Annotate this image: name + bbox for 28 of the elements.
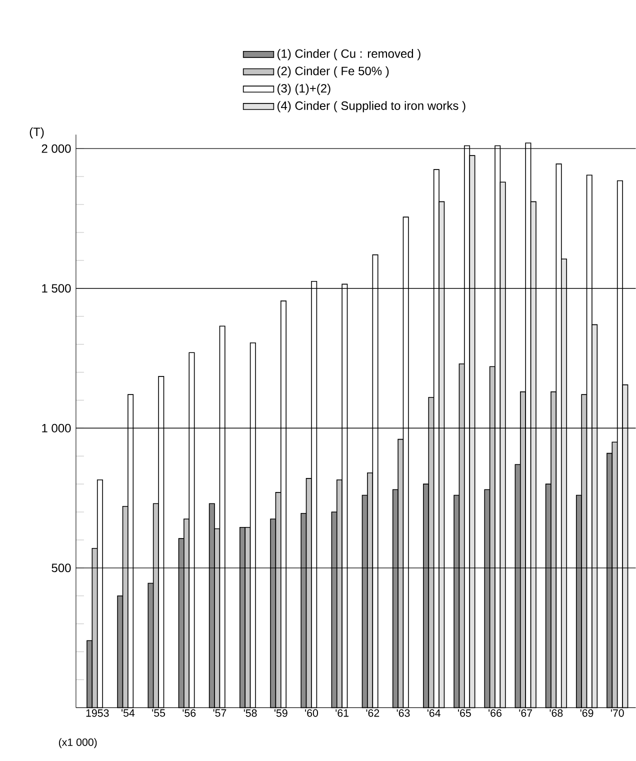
y-tick-label: 1 500 — [42, 284, 71, 293]
y-tick-label: 500 — [52, 564, 71, 572]
y-tick-label: 1 000 — [42, 424, 71, 432]
x-tick-label: '55 — [152, 709, 166, 717]
x-tick-label: 1953 — [86, 709, 109, 717]
x-tick-label: '68 — [550, 709, 563, 717]
x-tick-label: '63 — [396, 709, 410, 717]
x-tick-label: '56 — [182, 709, 196, 717]
x-tick-label: '65 — [458, 709, 471, 717]
y-tick-label: 2 000 — [42, 144, 71, 153]
legend-label: (4) Cinder ( Supplied to iron works ) — [277, 101, 466, 112]
x-tick-label: '67 — [519, 709, 532, 717]
x-tick-label: '57 — [213, 709, 226, 717]
x-tick-label: '60 — [305, 709, 318, 717]
legend-label: (3) (1)+(2) — [277, 84, 330, 95]
y-axis-title: (T) — [30, 127, 44, 138]
legend-label: (2) Cinder ( Fe 50% ) — [277, 66, 389, 78]
x-tick-label: '70 — [610, 709, 624, 717]
x-tick-label: '59 — [274, 709, 288, 717]
text: (x1 000) — [58, 738, 97, 748]
legend-label: (1) Cinder ( Cu : removed ) — [277, 49, 420, 60]
x-tick-label: '64 — [427, 709, 440, 717]
x-tick-label: '62 — [366, 709, 380, 717]
x-tick-label: '66 — [488, 709, 502, 717]
x-tick-label: '58 — [244, 709, 257, 717]
x-tick-label: '61 — [336, 709, 348, 717]
x-tick-label: '69 — [580, 709, 594, 717]
x-tick-label: '54 — [122, 709, 135, 717]
